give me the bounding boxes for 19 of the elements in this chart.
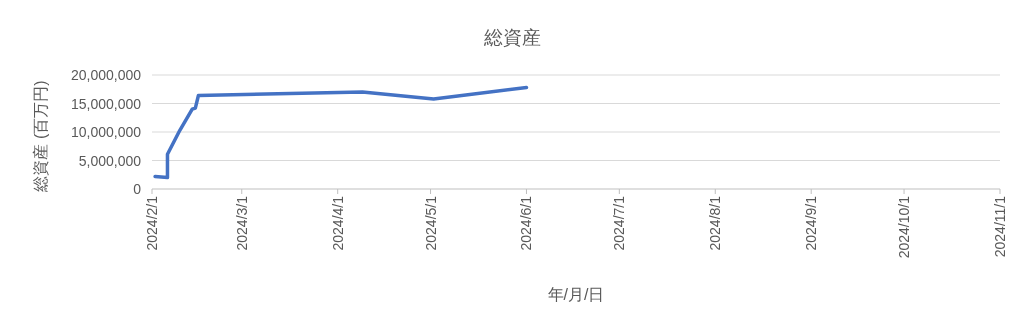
x-tick-label: 2024/8/1: [707, 195, 724, 251]
y-tick-label: 10,000,000: [70, 124, 142, 140]
y-axis-title: 総資産 (百万円): [32, 80, 49, 193]
x-tick-label: 2024/4/1: [329, 195, 346, 251]
x-tick-label: 2024/6/1: [518, 195, 535, 251]
x-tick-label: 2024/3/1: [233, 195, 250, 251]
x-tick-label: 2024/2/1: [144, 195, 160, 251]
y-tick-label: 15,000,000: [70, 95, 142, 112]
chart-title: 総資産: [482, 27, 541, 48]
x-tick-label: 2024/11/1: [992, 195, 1008, 258]
x-tick-label: 2024/9/1: [803, 195, 820, 251]
x-tick-label: 2024/7/1: [611, 195, 628, 251]
x-axis-title: 年/月/日: [547, 286, 605, 303]
x-tick-label: 2024/5/1: [422, 195, 439, 251]
y-tick-label: 20,000,000: [70, 67, 142, 83]
y-tick-label: 5,000,000: [78, 152, 142, 169]
x-tick-label: 2024/10/1: [896, 195, 913, 259]
line-series: [153, 85, 529, 180]
y-tick-label: 0: [133, 181, 142, 197]
